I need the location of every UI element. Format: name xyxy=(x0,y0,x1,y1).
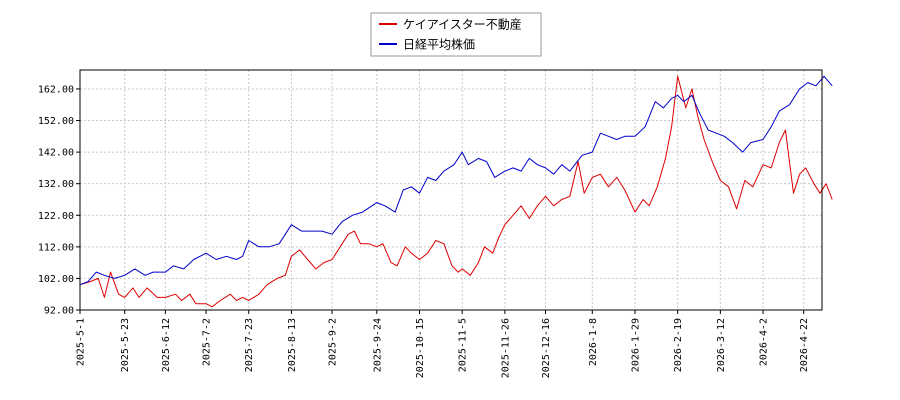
x-axis: 2025-5-1 2025-5-23 2025-6-12 2025-7-2 2025-7… xyxy=(76,310,810,378)
y-axis: 92.00 102.00 112.00 122.00 132.00 142.00 152.0… xyxy=(38,84,80,317)
legend-label: 日経平均株価 xyxy=(403,37,475,52)
y-tick-label: 102.00 xyxy=(38,274,74,285)
x-tick-label: 2025-5-23 xyxy=(120,318,131,372)
legend-label: ケイアイスター不動産 xyxy=(403,17,522,32)
grid-lines xyxy=(79,70,822,311)
x-tick-label: 2026-1-29 xyxy=(630,318,641,372)
y-tick-label: 162.00 xyxy=(38,84,74,95)
x-tick-label: 2025-11-26 xyxy=(500,318,511,378)
y-tick-label: 112.00 xyxy=(38,242,74,253)
series-line-keiai-star xyxy=(79,75,833,308)
y-tick-label: 92.00 xyxy=(44,306,74,317)
x-tick-label: 2025-6-12 xyxy=(161,318,172,372)
y-tick-label: 122.00 xyxy=(38,211,74,222)
x-tick-label: 2025-7-2 xyxy=(202,318,213,366)
x-tick-label: 2025-9-2 xyxy=(328,318,339,366)
x-tick-label: 2025-12-16 xyxy=(541,318,552,378)
x-tick-label: 2026-4-2 xyxy=(759,318,770,366)
x-tick-label: 2025-9-24 xyxy=(372,318,383,372)
x-tick-label: 2025-8-13 xyxy=(287,318,298,372)
x-tick-label: 2026-3-12 xyxy=(716,318,727,372)
y-tick-label: 142.00 xyxy=(38,148,74,159)
legend-box xyxy=(370,12,542,57)
x-tick-label: 2025-7-23 xyxy=(244,318,255,372)
x-tick-label: 2026-1-8 xyxy=(588,318,599,366)
x-tick-label: 2025-11-5 xyxy=(458,318,469,372)
plot-frame xyxy=(79,69,823,311)
y-tick-label: 152.00 xyxy=(38,116,74,127)
x-tick-label: 2025-10-15 xyxy=(415,318,426,378)
x-tick-label: 2026-4-22 xyxy=(799,318,810,372)
series-line-nikkei xyxy=(79,75,833,286)
y-tick-label: 132.00 xyxy=(38,179,74,190)
series-layer xyxy=(79,75,833,308)
x-tick-label: 2025-5-1 xyxy=(76,318,87,366)
x-tick-label: 2026-2-19 xyxy=(673,318,684,372)
